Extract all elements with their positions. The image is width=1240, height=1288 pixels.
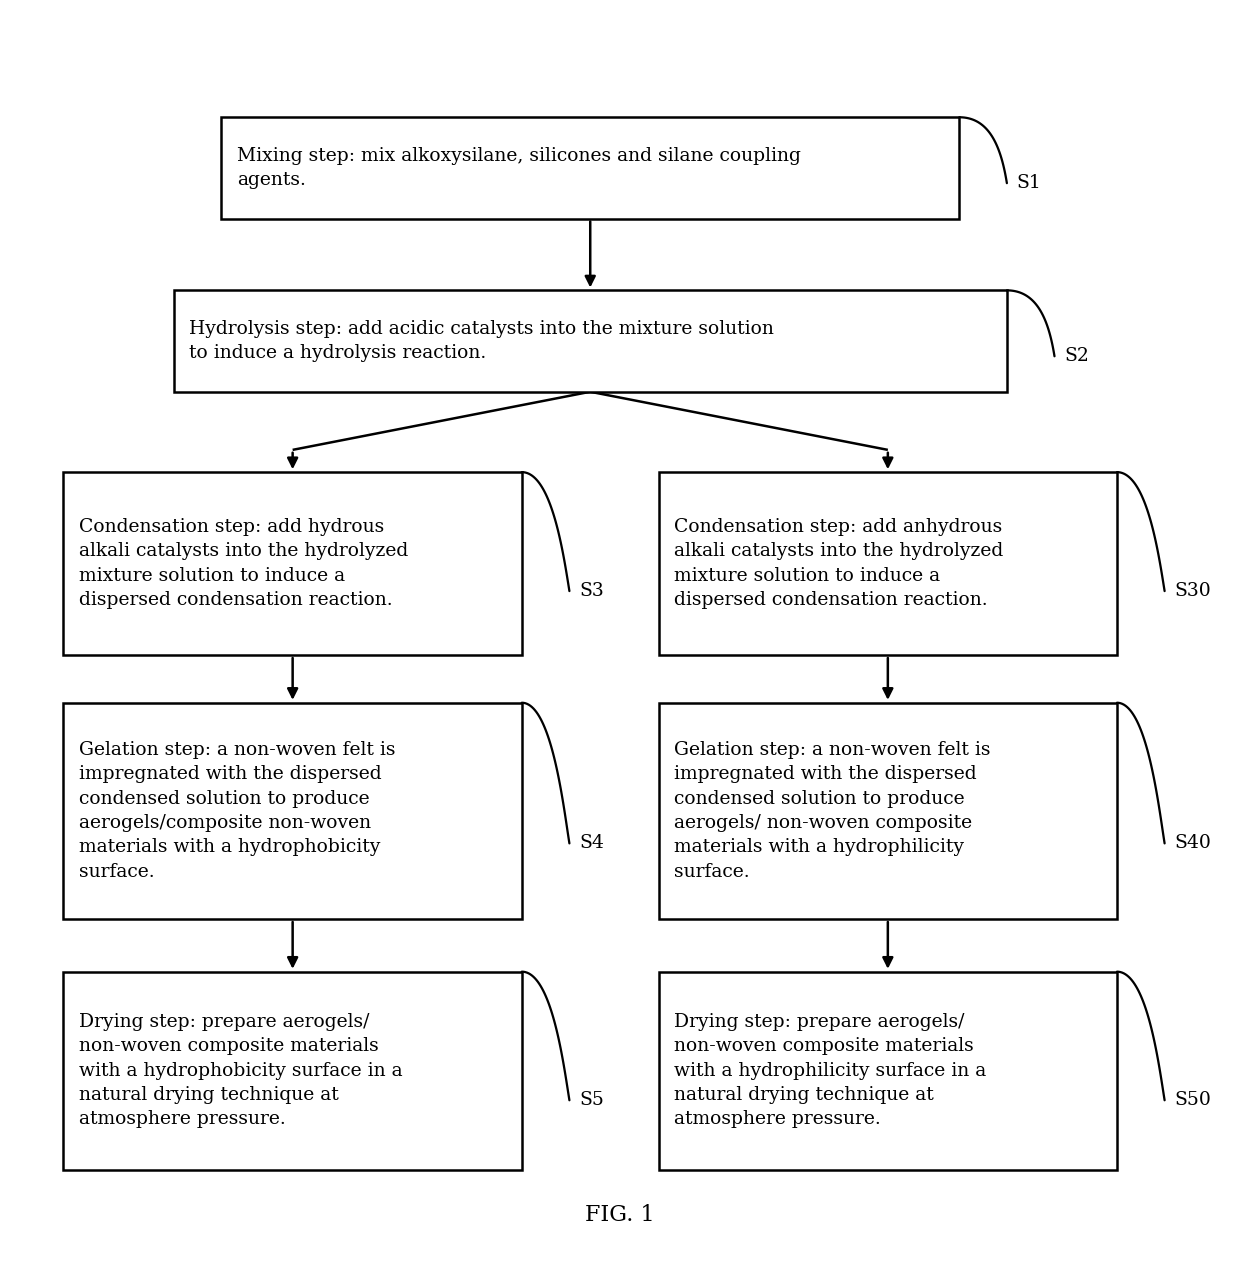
FancyBboxPatch shape [658, 971, 1117, 1170]
Text: Drying step: prepare aerogels/
non-woven composite materials
with a hydrophobici: Drying step: prepare aerogels/ non-woven… [79, 1012, 403, 1128]
Text: S4: S4 [579, 835, 604, 853]
Text: Gelation step: a non-woven felt is
impregnated with the dispersed
condensed solu: Gelation step: a non-woven felt is impre… [675, 741, 991, 881]
FancyBboxPatch shape [221, 117, 960, 219]
Text: S50: S50 [1174, 1091, 1211, 1109]
Text: Mixing step: mix alkoxysilane, silicones and silane coupling
agents.: Mixing step: mix alkoxysilane, silicones… [237, 147, 801, 189]
FancyBboxPatch shape [63, 473, 522, 656]
FancyBboxPatch shape [658, 703, 1117, 920]
FancyBboxPatch shape [63, 703, 522, 920]
Text: FIG. 1: FIG. 1 [585, 1204, 655, 1226]
Text: Condensation step: add hydrous
alkali catalysts into the hydrolyzed
mixture solu: Condensation step: add hydrous alkali ca… [79, 518, 408, 609]
Text: Condensation step: add anhydrous
alkali catalysts into the hydrolyzed
mixture so: Condensation step: add anhydrous alkali … [675, 518, 1003, 609]
Text: S30: S30 [1174, 582, 1211, 600]
Text: S1: S1 [1017, 174, 1042, 192]
Text: Hydrolysis step: add acidic catalysts into the mixture solution
to induce a hydr: Hydrolysis step: add acidic catalysts in… [188, 319, 774, 362]
Text: Drying step: prepare aerogels/
non-woven composite materials
with a hydrophilici: Drying step: prepare aerogels/ non-woven… [675, 1012, 986, 1128]
Text: S40: S40 [1174, 835, 1211, 853]
FancyBboxPatch shape [174, 290, 1007, 392]
Text: S5: S5 [579, 1091, 604, 1109]
FancyBboxPatch shape [63, 971, 522, 1170]
Text: S2: S2 [1064, 348, 1089, 366]
Text: S3: S3 [579, 582, 604, 600]
FancyBboxPatch shape [658, 473, 1117, 656]
Text: Gelation step: a non-woven felt is
impregnated with the dispersed
condensed solu: Gelation step: a non-woven felt is impre… [79, 741, 396, 881]
